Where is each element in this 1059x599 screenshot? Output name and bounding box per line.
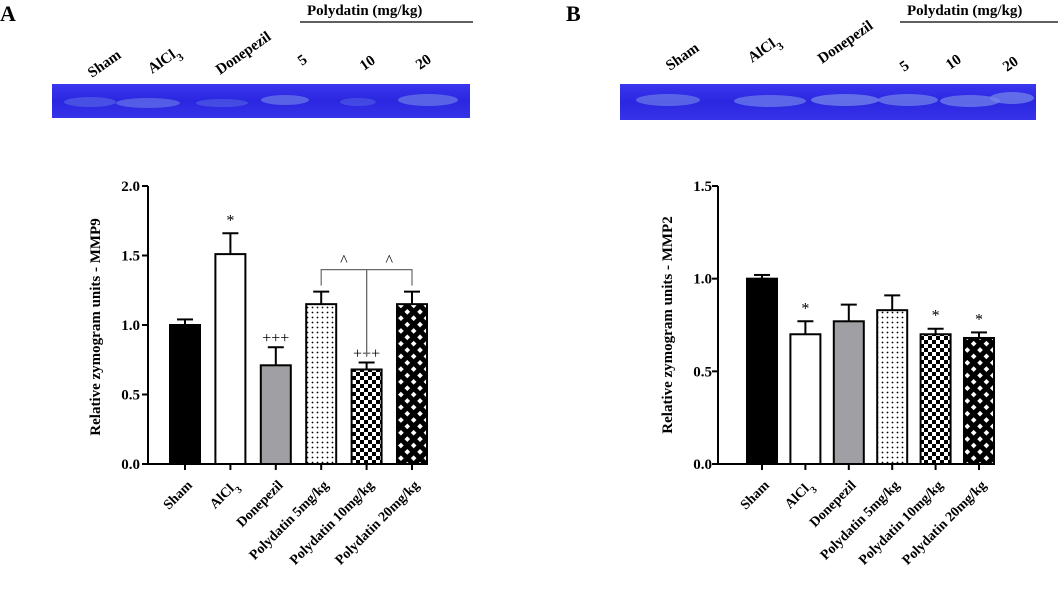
bar-b-polydatin-5mg-kg bbox=[876, 309, 909, 465]
bar-b-polydatin-20mg-kg bbox=[963, 336, 995, 465]
y-tick-label-b-0: 0.0 bbox=[693, 457, 712, 473]
bar-a-alcl3 bbox=[214, 253, 247, 465]
chart-b: Relative zymogram units - MMP2 0.0 0.5 1.0… bbox=[660, 179, 995, 568]
significance-mark-b-polydatin-10mg-kg: * bbox=[932, 308, 940, 325]
lane-label-10-a: 10 bbox=[357, 53, 378, 75]
bar-b-alcl3 bbox=[789, 333, 822, 465]
gel-band-b-3 bbox=[811, 94, 879, 106]
lane-label-alcl3-a: AlCl3 bbox=[145, 44, 187, 82]
gel-band-a-1 bbox=[64, 97, 116, 107]
gel-band-b-1 bbox=[636, 94, 700, 106]
x-tick-label-b-alcl3: AlCl3 bbox=[782, 478, 819, 515]
y-tick-label-a-3: 1.5 bbox=[121, 249, 140, 265]
lane-label-alcl3-a-main: AlCl bbox=[145, 47, 179, 77]
gel-image-a bbox=[52, 84, 470, 118]
lane-label-20-a: 20 bbox=[413, 52, 434, 74]
gel-header-b: Polydatin (mg/kg) Sham AlCl3 Donepezil 5… bbox=[663, 3, 1058, 75]
bar-a-donepezil bbox=[259, 364, 292, 465]
x-tick-label-a-alcl3: AlCl3 bbox=[207, 478, 244, 515]
lane-label-5-b: 5 bbox=[897, 58, 912, 75]
y-tick-label-a-0: 0.0 bbox=[121, 457, 140, 473]
lane-label-alcl3-b-main: AlCl bbox=[745, 36, 779, 66]
lane-label-alcl3-b: AlCl3 bbox=[745, 33, 787, 71]
x-tick-label-a-polydatin-5mg-kg: Polydatin 5mg/kg bbox=[247, 478, 332, 563]
lane-label-alcl3-a-sub: 3 bbox=[175, 51, 187, 64]
panel-b: B Polydatin (mg/kg) Sham AlCl3 Donepezil… bbox=[566, 1, 1058, 568]
bar-b-polydatin-10mg-kg bbox=[919, 333, 952, 465]
x-tick-label-b-polydatin-5mg-kg: Polydatin 5mg/kg bbox=[818, 478, 903, 563]
x-tick-label-b-sham: Sham bbox=[738, 478, 773, 513]
polydatin-header-b: Polydatin (mg/kg) bbox=[907, 3, 1022, 19]
y-axis-label-b: Relative zymogram units - MMP2 bbox=[660, 216, 676, 433]
x-tick-label-alcl3-main-b: AlCl bbox=[782, 482, 812, 512]
y-axis-label-a: Relative zymogram units - MMP9 bbox=[88, 218, 104, 435]
gel-image-b bbox=[620, 84, 1036, 120]
lane-label-alcl3-b-sub: 3 bbox=[775, 40, 787, 53]
lane-label-10-b: 10 bbox=[943, 52, 964, 74]
gel-band-b-4 bbox=[878, 94, 938, 106]
bar-b-donepezil bbox=[832, 320, 865, 465]
polydatin-header-a: Polydatin (mg/kg) bbox=[307, 3, 422, 19]
panel-letter-a: A bbox=[0, 1, 16, 26]
y-tick-label-a-1: 0.5 bbox=[121, 388, 140, 404]
bar-a-polydatin-5mg-kg bbox=[305, 303, 338, 465]
lane-label-donepezil-b: Donepezil bbox=[815, 18, 876, 67]
panel-a: A Polydatin (mg/kg) Sham AlCl3 Donepezil… bbox=[0, 1, 473, 568]
chart-a: Relative zymogram units - MMP9 0.0 0.5 1.0… bbox=[88, 179, 428, 568]
gel-header-a: Polydatin (mg/kg) Sham AlCl3 Donepezil 5… bbox=[85, 3, 473, 81]
lane-label-20-b: 20 bbox=[1000, 54, 1021, 76]
x-tick-label-alcl3-sub-a: 3 bbox=[233, 484, 244, 495]
significance-mark-a-alcl3: * bbox=[226, 212, 234, 229]
y-tick-label-b-2: 1.0 bbox=[693, 272, 712, 288]
significance-mark-b-alcl3: * bbox=[801, 300, 809, 317]
gel-band-a-2 bbox=[116, 98, 180, 108]
significance-bracket-label-a-1: ^ bbox=[386, 253, 394, 270]
gel-band-a-6 bbox=[398, 94, 458, 106]
y-tick-label-a-4: 2.0 bbox=[121, 179, 140, 195]
gel-band-a-5 bbox=[340, 98, 376, 106]
y-tick-label-b-1: 0.5 bbox=[693, 364, 712, 380]
lane-label-5-a: 5 bbox=[295, 52, 310, 69]
significance-mark-b-polydatin-20mg-kg: * bbox=[975, 311, 983, 328]
lane-label-donepezil-a: Donepezil bbox=[213, 29, 274, 78]
lane-label-sham-b: Sham bbox=[663, 40, 703, 74]
significance-mark-a-donepezil: +++ bbox=[262, 330, 289, 347]
x-tick-label-a-sham: Sham bbox=[161, 478, 196, 513]
y-tick-label-b-3: 1.5 bbox=[693, 179, 712, 195]
gel-band-a-3 bbox=[196, 99, 248, 107]
x-tick-label-a-polydatin-20mg-kg: Polydatin 20mg/kg bbox=[333, 478, 423, 568]
gel-band-a-4 bbox=[261, 95, 309, 105]
x-tick-label-alcl3-sub-b: 3 bbox=[808, 484, 819, 495]
significance-bracket-a-1 bbox=[366, 269, 413, 357]
bar-a-sham bbox=[169, 324, 201, 465]
y-tick-label-a-2: 1.0 bbox=[121, 318, 140, 334]
gel-band-b-2 bbox=[734, 95, 806, 107]
x-tick-label-alcl3-main-a: AlCl bbox=[207, 482, 237, 512]
significance-bracket-label-a-0: ^ bbox=[340, 253, 348, 270]
gel-band-b-5 bbox=[940, 95, 1000, 107]
x-tick-label-a-polydatin-10mg-kg: Polydatin 10mg/kg bbox=[287, 478, 377, 568]
bar-b-sham bbox=[746, 277, 778, 465]
x-tick-label-b-polydatin-20mg-kg: Polydatin 20mg/kg bbox=[900, 478, 990, 568]
lane-label-sham-a: Sham bbox=[85, 47, 125, 81]
bar-a-polydatin-10mg-kg bbox=[350, 368, 383, 466]
bar-a-polydatin-20mg-kg bbox=[396, 303, 428, 465]
gel-band-b-6 bbox=[990, 92, 1034, 104]
panel-letter-b: B bbox=[566, 1, 581, 26]
